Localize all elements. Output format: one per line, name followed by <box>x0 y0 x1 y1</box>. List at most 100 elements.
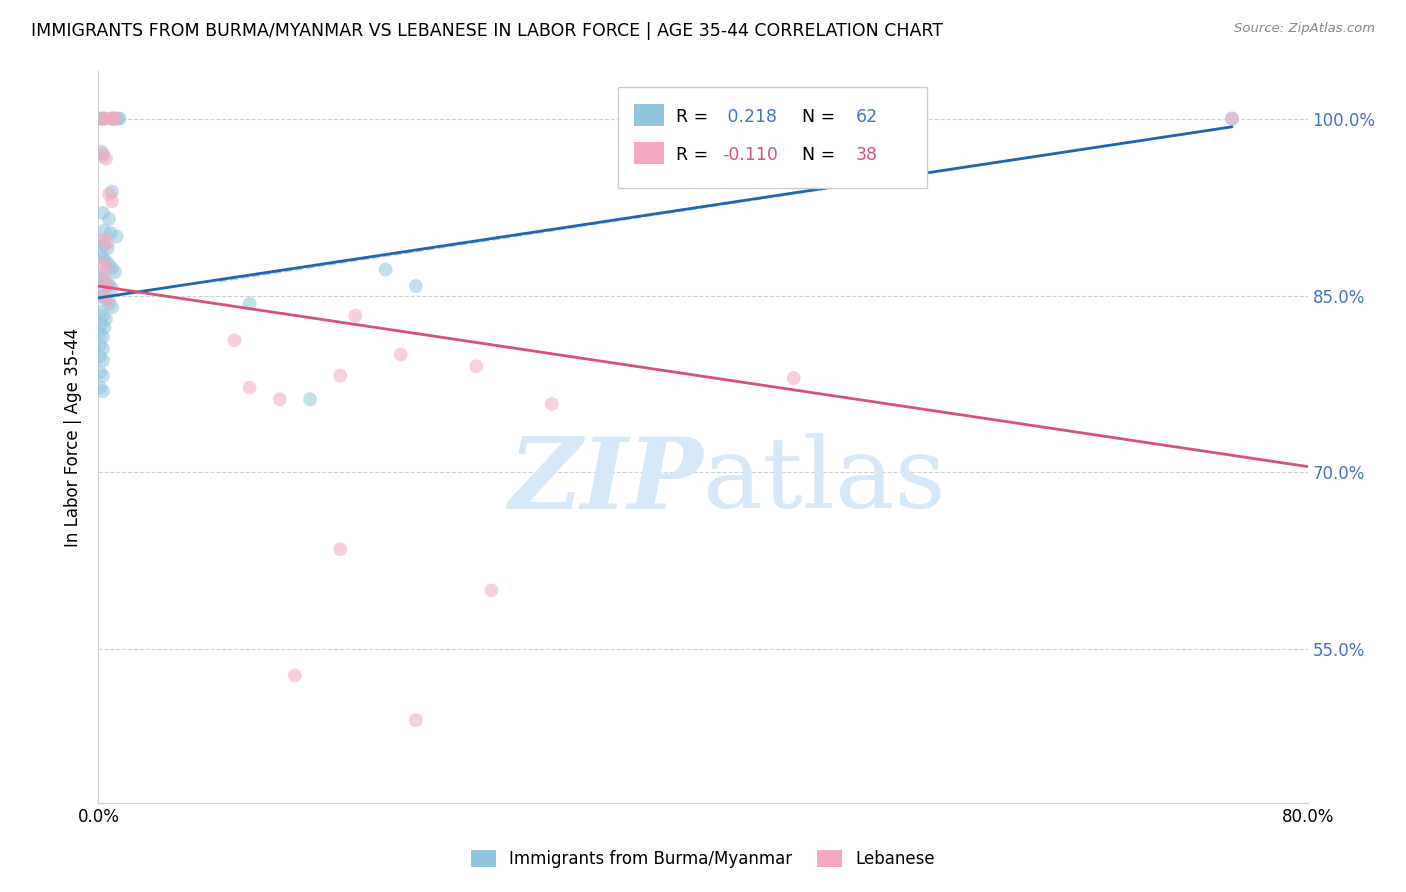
Point <box>91 342 114 356</box>
Point <box>481 583 503 598</box>
Point <box>1220 112 1243 126</box>
FancyBboxPatch shape <box>634 143 664 164</box>
Point <box>91 149 114 163</box>
Point <box>100 226 122 240</box>
Point <box>90 234 112 248</box>
Point <box>89 338 111 352</box>
Point <box>1220 112 1243 126</box>
Point <box>94 274 117 288</box>
Point <box>98 277 121 292</box>
Point <box>91 273 114 287</box>
FancyBboxPatch shape <box>634 104 664 127</box>
Point <box>98 211 121 226</box>
Point <box>93 232 115 246</box>
Point <box>94 261 117 276</box>
Point <box>94 112 117 126</box>
Point <box>96 236 118 251</box>
Point <box>98 297 121 311</box>
Point <box>101 281 124 295</box>
Point <box>101 261 124 276</box>
Point <box>105 229 128 244</box>
Point <box>540 397 562 411</box>
Point <box>101 112 124 126</box>
Point <box>89 305 111 319</box>
Point <box>94 293 117 308</box>
FancyBboxPatch shape <box>619 87 927 188</box>
Text: 62: 62 <box>855 109 877 127</box>
Text: N =: N = <box>792 109 841 127</box>
Text: ZIP: ZIP <box>508 433 703 529</box>
Point <box>344 309 367 323</box>
Point <box>91 330 114 344</box>
Point <box>91 309 114 323</box>
Point <box>93 320 115 334</box>
Point <box>96 241 118 255</box>
Point <box>101 301 124 315</box>
Point <box>465 359 488 374</box>
Point <box>89 267 111 281</box>
Point <box>91 368 114 383</box>
Point <box>91 147 114 161</box>
Point <box>93 288 115 302</box>
Point <box>91 251 114 265</box>
Point <box>89 365 111 379</box>
Point <box>329 368 352 383</box>
Point <box>89 380 111 394</box>
Point <box>104 112 127 126</box>
Y-axis label: In Labor Force | Age 35-44: In Labor Force | Age 35-44 <box>65 327 83 547</box>
Point <box>89 350 111 364</box>
Text: IMMIGRANTS FROM BURMA/MYANMAR VS LEBANESE IN LABOR FORCE | AGE 35-44 CORRELATION: IMMIGRANTS FROM BURMA/MYANMAR VS LEBANES… <box>31 22 943 40</box>
Point <box>239 380 262 394</box>
Point <box>89 112 111 126</box>
Point <box>104 265 127 279</box>
Text: 38: 38 <box>855 146 877 164</box>
Text: 0.218: 0.218 <box>723 109 778 127</box>
Point <box>299 392 322 407</box>
Text: R =: R = <box>676 109 714 127</box>
Text: atlas: atlas <box>703 434 946 529</box>
Point <box>103 112 125 126</box>
Point <box>103 112 125 126</box>
Point <box>94 312 117 326</box>
Point <box>91 112 114 126</box>
Point <box>269 392 291 407</box>
Point <box>96 277 118 292</box>
Point <box>98 187 121 202</box>
Text: Source: ZipAtlas.com: Source: ZipAtlas.com <box>1234 22 1375 36</box>
Point <box>90 317 112 331</box>
Point <box>101 112 124 126</box>
Point <box>783 371 806 385</box>
Point <box>93 237 115 252</box>
Point <box>93 112 115 126</box>
Point <box>284 668 307 682</box>
Point <box>239 297 262 311</box>
Point <box>91 384 114 398</box>
Point <box>94 152 117 166</box>
Point <box>107 112 129 126</box>
Text: R =: R = <box>676 146 714 164</box>
Point <box>389 347 412 361</box>
Point <box>101 185 124 199</box>
Point <box>374 262 396 277</box>
Point <box>224 334 246 348</box>
Text: -0.110: -0.110 <box>723 146 779 164</box>
Point <box>91 353 114 368</box>
Point <box>91 290 114 304</box>
Point <box>104 112 127 126</box>
Point <box>405 279 427 293</box>
Point <box>101 194 124 208</box>
Point <box>89 326 111 341</box>
Text: N =: N = <box>792 146 841 164</box>
Point <box>98 293 121 308</box>
Point <box>405 713 427 727</box>
Point <box>91 257 114 271</box>
Point <box>89 247 111 261</box>
Point <box>94 254 117 268</box>
Point <box>91 206 114 220</box>
Point <box>91 112 114 126</box>
Point <box>329 542 352 557</box>
Point <box>108 112 131 126</box>
Point <box>93 224 115 238</box>
Point <box>98 258 121 272</box>
Legend: Immigrants from Burma/Myanmar, Lebanese: Immigrants from Burma/Myanmar, Lebanese <box>464 844 942 875</box>
